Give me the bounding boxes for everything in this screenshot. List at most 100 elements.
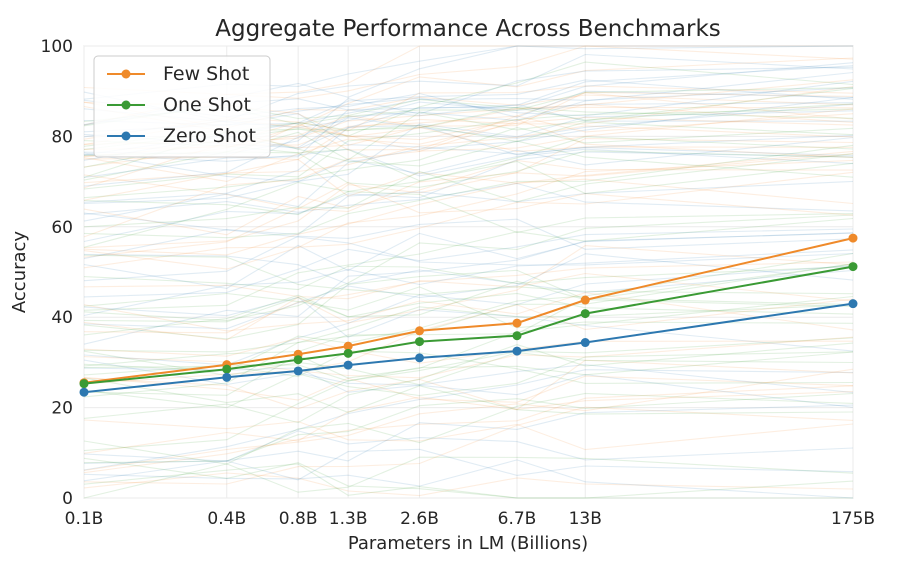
benchmark-line bbox=[83, 265, 854, 366]
series-layer bbox=[79, 233, 858, 397]
benchmark-line bbox=[83, 249, 854, 317]
benchmark-line bbox=[83, 272, 854, 302]
benchmark-line bbox=[83, 292, 854, 323]
tick-labels: 0.1B 0.4B 0.8B 1.3B 2.6B 6.7B 13B 175B 0 20 40 60 80… bbox=[41, 37, 876, 529]
point-one-shot bbox=[848, 262, 858, 272]
series-line-one-shot bbox=[83, 265, 854, 385]
benchmark-line bbox=[83, 253, 854, 330]
benchmark-line bbox=[83, 150, 854, 256]
y-tick-label: 80 bbox=[51, 127, 73, 147]
legend-marker-few-shot bbox=[121, 69, 131, 79]
benchmark-line bbox=[83, 351, 854, 382]
benchmark-line bbox=[83, 159, 854, 270]
benchmark-line bbox=[83, 127, 854, 199]
benchmark-line bbox=[83, 254, 854, 296]
chart-title: Aggregate Performance Across Benchmarks bbox=[215, 16, 721, 42]
series-line-few-shot bbox=[83, 237, 854, 384]
benchmark-line bbox=[83, 191, 854, 234]
y-axis-label: Accuracy bbox=[9, 231, 30, 314]
benchmark-line bbox=[83, 265, 854, 291]
benchmark-line bbox=[83, 232, 854, 289]
legend-label-one-shot: One Shot bbox=[163, 94, 251, 116]
point-zero-shot bbox=[222, 372, 232, 382]
point-one-shot bbox=[343, 348, 353, 358]
point-zero-shot bbox=[512, 346, 522, 356]
benchmark-line bbox=[83, 136, 854, 183]
benchmark-line bbox=[83, 337, 854, 364]
benchmark-line bbox=[83, 252, 854, 372]
benchmark-line bbox=[83, 342, 854, 424]
benchmark-line bbox=[83, 459, 854, 499]
legend-label-zero-shot: Zero Shot bbox=[163, 125, 256, 147]
point-one-shot bbox=[512, 331, 522, 341]
benchmark-line bbox=[83, 392, 854, 464]
benchmark-line bbox=[83, 280, 854, 336]
benchmark-line bbox=[83, 245, 854, 341]
legend-marker-zero-shot bbox=[121, 131, 131, 141]
y-tick-label: 40 bbox=[51, 308, 73, 328]
point-few-shot bbox=[580, 295, 590, 305]
benchmark-line bbox=[83, 359, 854, 394]
benchmark-line bbox=[83, 286, 854, 329]
benchmark-line bbox=[83, 253, 854, 293]
x-tick-label: 0.1B bbox=[65, 509, 104, 529]
point-few-shot bbox=[512, 318, 522, 328]
point-zero-shot bbox=[79, 387, 89, 397]
benchmark-line bbox=[83, 212, 854, 266]
benchmark-line bbox=[83, 96, 854, 222]
benchmark-line bbox=[83, 385, 854, 474]
x-tick-label: 2.6B bbox=[400, 509, 439, 529]
benchmark-line bbox=[83, 103, 854, 238]
benchmark-line bbox=[83, 159, 854, 236]
y-tick-label: 20 bbox=[51, 399, 73, 419]
benchmark-line bbox=[83, 108, 854, 190]
benchmark-line bbox=[83, 125, 854, 201]
benchmark-line bbox=[83, 292, 854, 332]
benchmark-line bbox=[83, 359, 854, 454]
benchmark-line bbox=[83, 377, 854, 410]
benchmark-line bbox=[83, 232, 854, 345]
x-tick-label: 0.8B bbox=[279, 509, 318, 529]
benchmark-line bbox=[83, 392, 854, 465]
benchmark-line bbox=[83, 430, 854, 462]
point-few-shot bbox=[343, 341, 353, 351]
y-tick-label: 0 bbox=[62, 489, 73, 509]
benchmark-line bbox=[83, 295, 854, 396]
benchmark-line bbox=[83, 377, 854, 415]
benchmark-line bbox=[83, 261, 854, 334]
point-one-shot bbox=[222, 364, 232, 374]
legend-label-few-shot: Few Shot bbox=[163, 63, 249, 85]
benchmark-line bbox=[83, 263, 854, 340]
benchmark-line bbox=[83, 456, 854, 499]
point-one-shot bbox=[580, 309, 590, 319]
benchmark-line bbox=[83, 351, 854, 409]
x-tick-label: 1.3B bbox=[329, 509, 368, 529]
benchmark-line bbox=[83, 62, 854, 203]
point-one-shot bbox=[293, 355, 303, 365]
benchmark-line bbox=[83, 116, 854, 182]
point-one-shot bbox=[415, 337, 425, 347]
benchmark-line bbox=[83, 463, 853, 499]
benchmark-line bbox=[83, 406, 854, 485]
benchmark-line bbox=[83, 148, 854, 177]
benchmark-line bbox=[83, 137, 854, 249]
benchmark-line bbox=[83, 350, 854, 386]
benchmark-line bbox=[83, 158, 854, 205]
benchmark-line bbox=[83, 144, 854, 239]
benchmark-line bbox=[83, 375, 854, 403]
x-axis-label: Parameters in LM (Billions) bbox=[348, 533, 588, 554]
benchmark-line bbox=[83, 472, 854, 497]
series-line-zero-shot bbox=[83, 302, 854, 394]
benchmark-line bbox=[83, 153, 854, 258]
benchmark-line bbox=[83, 218, 854, 282]
point-zero-shot bbox=[343, 360, 353, 370]
benchmark-line bbox=[83, 171, 854, 269]
point-zero-shot bbox=[848, 299, 858, 309]
x-tick-label: 0.4B bbox=[207, 509, 246, 529]
benchmark-line bbox=[83, 217, 854, 311]
benchmark-line bbox=[83, 367, 854, 408]
benchmark-line bbox=[83, 404, 854, 482]
benchmark-line bbox=[83, 151, 854, 243]
legend-marker-one-shot bbox=[121, 100, 131, 110]
y-tick-label: 60 bbox=[51, 218, 73, 238]
